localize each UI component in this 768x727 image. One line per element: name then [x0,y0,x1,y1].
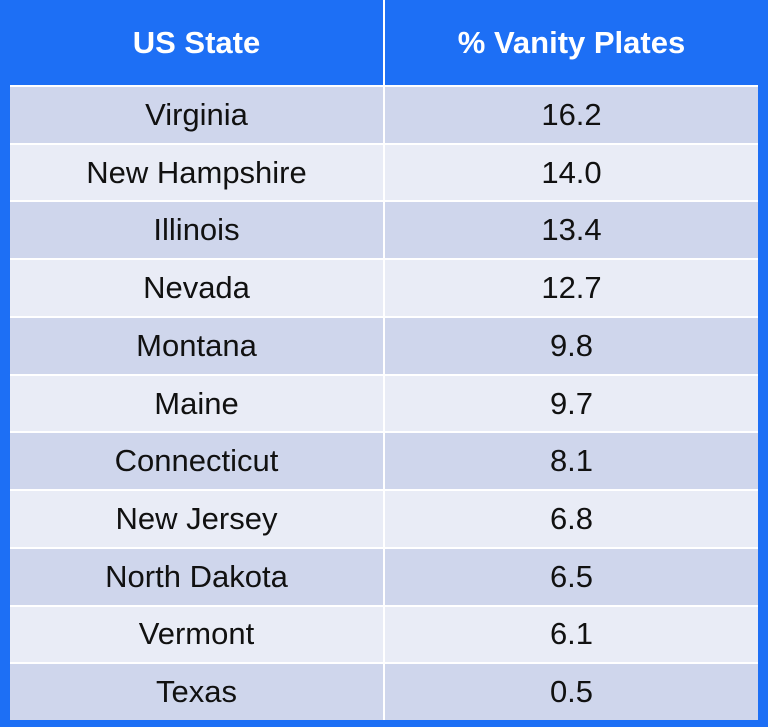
percent-cell: 12.7 [541,270,602,306]
state-cell: Vermont [10,606,385,663]
percent-cell: 9.8 [549,327,594,363]
header-us-state: US State [10,0,385,85]
percent-cell: 16.2 [541,96,602,132]
state-cell: New Jersey [10,491,385,547]
vanity-plates-table: US State % Vanity Plates Virginia 16.2 New… [10,0,758,721]
state-cell: Illinois [10,202,385,259]
state-cell: New Hampshire [10,144,385,201]
table-row: Illinois 13.4 [10,200,758,259]
state-cell: North Dakota [10,548,385,605]
state-cell: Connecticut [10,433,385,490]
table-row: Texas 0.5 [10,662,758,721]
state-cell: Nevada [10,260,385,316]
table-row: Vermont 6.1 [10,604,758,663]
percent-cell: 9.7 [549,385,594,421]
table-row: Virginia 16.2 [10,87,758,143]
table-row: New Jersey 6.8 [10,489,758,547]
state-cell: Texas [10,664,385,721]
percent-cell: 6.1 [549,616,594,652]
table-row: Maine 9.7 [10,373,758,432]
percent-cell: 6.5 [549,558,594,594]
header-vanity-plates: % Vanity Plates [457,24,686,60]
table-header: US State % Vanity Plates [10,0,758,85]
table-row: Connecticut 8.1 [10,431,758,490]
state-cell: Maine [10,375,385,432]
state-cell: Virginia [10,87,385,143]
table-row: North Dakota 6.5 [10,546,758,605]
state-cell: Montana [10,317,385,374]
table-row: Nevada 12.7 [10,258,758,316]
table-body: Virginia 16.2 New Hampshire 14.0 Illinois 13.… [10,85,758,721]
table-row: New Hampshire 14.0 [10,142,758,201]
percent-cell: 13.4 [541,212,602,248]
percent-cell: 8.1 [549,443,594,479]
table-row: Montana 9.8 [10,315,758,374]
percent-cell: 6.8 [549,501,594,536]
percent-cell: 14.0 [541,154,602,190]
percent-cell: 0.5 [549,674,594,710]
